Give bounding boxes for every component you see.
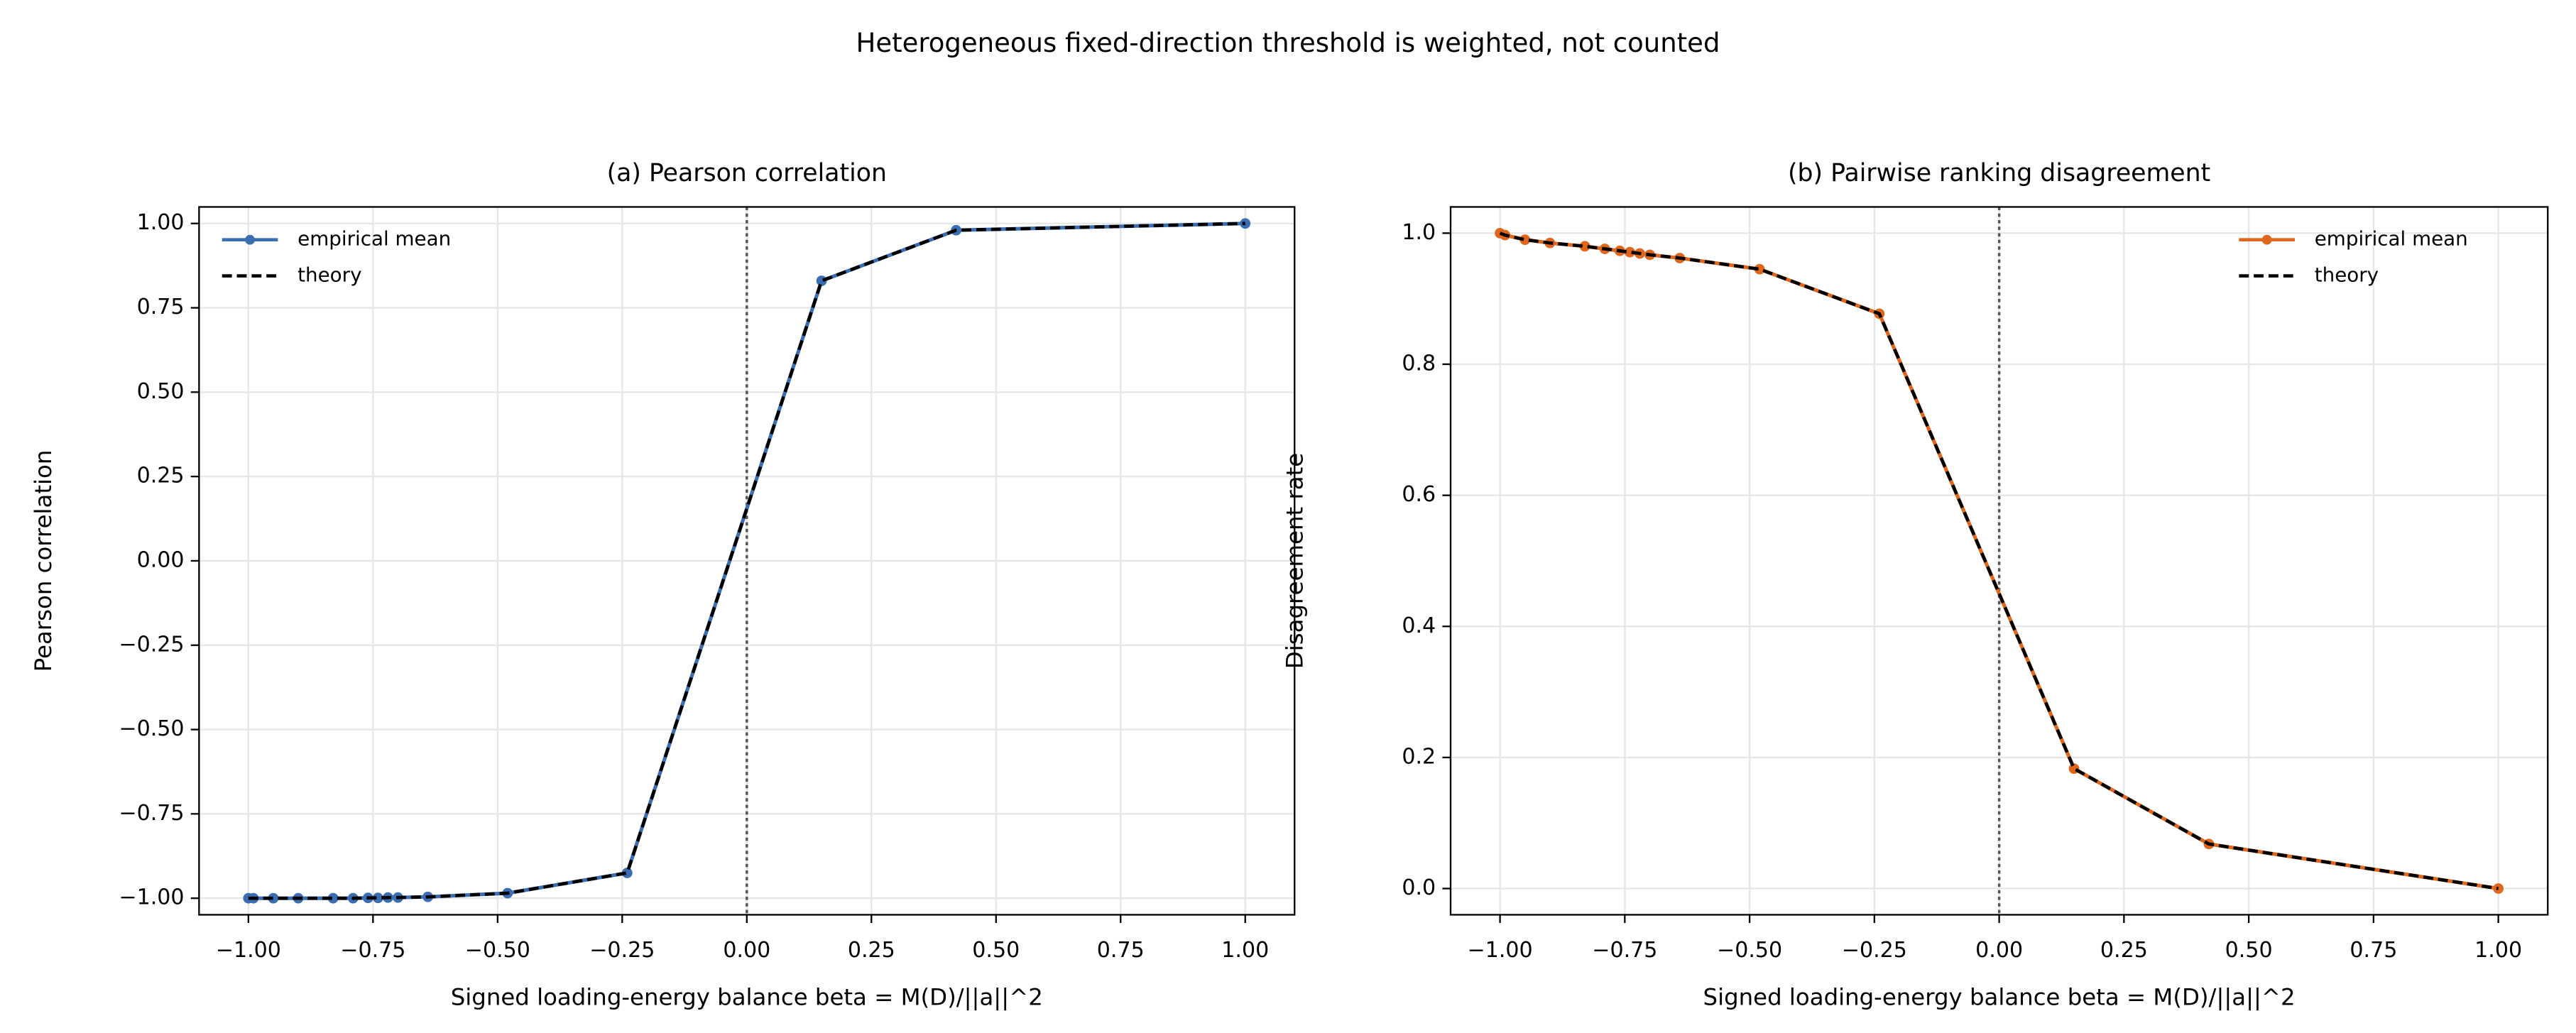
- x-tick-label: −0.50: [1717, 938, 1782, 963]
- legend-label: theory: [298, 263, 361, 287]
- x-tick-label: −1.00: [216, 938, 281, 963]
- legend-label: empirical mean: [2315, 227, 2468, 251]
- x-tick-label: 0.00: [1975, 938, 2023, 963]
- y-tick-label: −0.25: [119, 632, 184, 657]
- chart-title: (a) Pearson correlation: [607, 159, 887, 187]
- x-axis-label: Signed loading-energy balance beta = M(D…: [451, 983, 1043, 1010]
- legend-label: empirical mean: [298, 227, 451, 251]
- x-tick-label: −0.75: [340, 938, 405, 963]
- series-line: [1499, 231, 2499, 890]
- x-tick-label: −0.25: [589, 938, 655, 963]
- data-point: [372, 892, 383, 904]
- y-tick-label: 0.25: [137, 464, 185, 488]
- x-tick-label: 1.00: [1221, 938, 1269, 963]
- y-tick-label: −1.00: [119, 885, 184, 910]
- chart-title: (b) Pairwise ranking disagreement: [1788, 159, 2210, 187]
- x-tick-label: −0.75: [1592, 938, 1657, 963]
- y-tick-label: 0.4: [1402, 613, 1436, 638]
- data-point: [2493, 883, 2504, 894]
- y-axis-label: Pearson correlation: [30, 450, 57, 672]
- x-tick-label: 0.25: [848, 938, 895, 963]
- legend-marker: [245, 234, 255, 245]
- y-tick-label: 1.00: [137, 210, 185, 235]
- x-tick-label: 0.25: [2100, 938, 2148, 963]
- x-tick-label: 0.00: [723, 938, 770, 963]
- data-point: [621, 868, 633, 878]
- data-point: [1519, 234, 1531, 246]
- x-tick-label: 0.50: [2225, 938, 2273, 963]
- data-point: [1754, 263, 1765, 275]
- data-point: [268, 892, 279, 904]
- y-tick-label: 0.8: [1402, 351, 1436, 376]
- y-tick-label: 0.75: [137, 295, 185, 319]
- y-tick-label: −0.50: [119, 716, 184, 741]
- x-tick-label: 0.50: [972, 938, 1020, 963]
- y-tick-label: 0.50: [137, 379, 185, 404]
- y-tick-label: 1.0: [1402, 220, 1436, 245]
- plot-frame: [1449, 206, 2549, 916]
- plot-frame: [198, 206, 1296, 916]
- x-tick-label: −0.50: [465, 938, 530, 963]
- legend-label: theory: [2315, 263, 2379, 287]
- x-tick-label: −1.00: [1468, 938, 1533, 963]
- y-tick-label: 0.00: [137, 547, 185, 572]
- series-line: [248, 222, 1245, 900]
- y-tick-label: 0.0: [1402, 875, 1436, 900]
- data-point: [327, 892, 339, 904]
- legend-marker: [2261, 234, 2272, 245]
- x-tick-label: −0.25: [1842, 938, 1907, 963]
- x-axis-label: Signed loading-energy balance beta = M(D…: [1703, 983, 2296, 1010]
- y-tick-label: 0.6: [1402, 482, 1436, 507]
- y-tick-label: 0.2: [1402, 744, 1436, 769]
- data-point: [1579, 241, 1590, 252]
- x-tick-label: 1.00: [2474, 938, 2522, 963]
- x-tick-label: 0.75: [2349, 938, 2397, 963]
- data-point: [1624, 246, 1635, 258]
- y-axis-label: Disagreement rate: [1282, 453, 1309, 669]
- y-tick-label: −0.75: [119, 801, 184, 826]
- x-tick-label: 0.75: [1097, 938, 1145, 963]
- figure-title: Heterogeneous fixed-direction threshold …: [856, 28, 1720, 58]
